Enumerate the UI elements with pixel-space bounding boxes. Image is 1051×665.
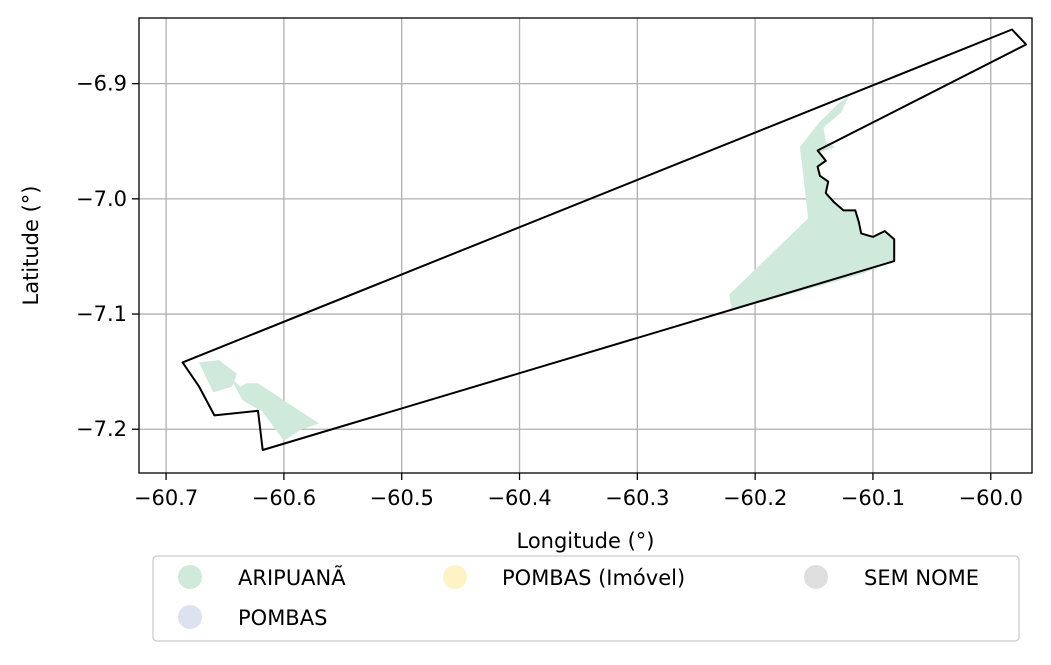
plot-frame <box>138 17 1033 474</box>
legend: ARIPUANÃ POMBAS (Imóvel) SEM NOME POMBAS <box>152 555 1020 642</box>
x-tick-label: −60.0 <box>959 486 1023 510</box>
axis-ticks: −60.7 −60.6 −60.5 −60.4 −60.3 −60.2 −60.1 −60.0… <box>76 72 1023 510</box>
legend-marker-aripuana <box>178 565 202 589</box>
region-polygon-aripuana <box>729 95 895 311</box>
x-tick-label: −60.7 <box>134 486 198 510</box>
y-tick-label: −7.0 <box>76 187 127 211</box>
grid-lines <box>139 18 1032 473</box>
legend-marker-pombas <box>178 605 202 629</box>
y-tick-label: −7.2 <box>76 417 127 441</box>
legend-frame <box>152 555 1020 642</box>
x-tick-label: −60.1 <box>841 486 905 510</box>
legend-marker-sem-nome <box>804 565 828 589</box>
x-tick-label: −60.3 <box>605 486 669 510</box>
regions <box>199 95 895 441</box>
x-tick-label: −60.6 <box>252 486 316 510</box>
legend-label-pombas: POMBAS <box>238 606 327 630</box>
legend-label-aripuana: ARIPUANÃ <box>238 564 346 590</box>
legend-label-pombas-imovel: POMBAS (Imóvel) <box>502 566 685 590</box>
x-tick-label: −60.5 <box>370 486 434 510</box>
x-tick-label: −60.4 <box>487 486 551 510</box>
region-polygon-aripuana <box>228 375 320 441</box>
y-tick-label: −6.9 <box>76 72 127 96</box>
legend-marker-pombas-imovel <box>443 565 467 589</box>
x-tick-label: −60.2 <box>723 486 787 510</box>
area-boundary-polygon <box>181 28 1028 451</box>
legend-label-sem-nome: SEM NOME <box>864 566 979 590</box>
y-axis-label: Latitude (°) <box>19 186 43 306</box>
region-polygon-aripuana <box>199 360 237 393</box>
y-tick-label: −7.1 <box>76 302 127 326</box>
x-axis-label: Longitude (°) <box>516 529 654 553</box>
boundary-outline <box>181 28 1028 451</box>
